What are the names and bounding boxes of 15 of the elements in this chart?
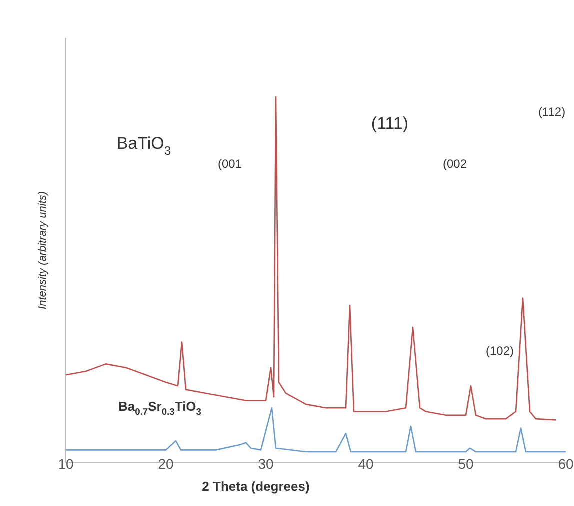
x-tick-label: 50 — [458, 456, 474, 472]
annotation: (001 — [218, 157, 242, 172]
annotation: (002 — [442, 157, 468, 172]
annotation: Ba$_{0.7}$Sr$_{0.3}$TiO$_{3}$ — [118, 399, 202, 418]
x-axis-title: 2 Theta (degrees) — [202, 479, 310, 494]
x-tick-label: 20 — [158, 456, 174, 472]
annotation: (102) — [486, 344, 514, 358]
y-axis-title: Intensity (arbitrary units) — [37, 191, 49, 310]
annotation: (111) — [371, 114, 409, 134]
x-tick-label: 10 — [58, 456, 74, 472]
annotation: BaTiO$_{3}$ — [116, 134, 172, 158]
annotation: (112) — [538, 105, 566, 120]
x-tick-label: 40 — [358, 456, 374, 472]
x-tick-label: 30 — [258, 456, 274, 472]
x-tick-label: 60 — [558, 456, 574, 472]
